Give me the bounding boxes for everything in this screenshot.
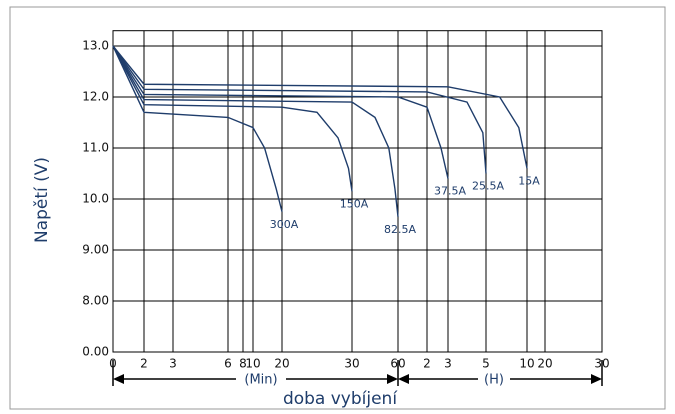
curve-label: 15A bbox=[518, 174, 540, 187]
y-tick-label: 13.0 bbox=[82, 39, 109, 53]
discharge-curve bbox=[112, 45, 283, 212]
curve-label: 300A bbox=[270, 218, 299, 231]
x-tick-label: 5 bbox=[482, 357, 490, 371]
x-tick-label: 20 bbox=[274, 357, 289, 371]
x-tick-label: 20 bbox=[537, 357, 552, 371]
discharge-curve bbox=[112, 45, 449, 179]
x-tick-label: 60 bbox=[390, 357, 405, 371]
discharge-curve bbox=[112, 45, 528, 169]
x-tick-label: 8 bbox=[239, 357, 247, 371]
x-tick-label: 2 bbox=[423, 357, 431, 371]
x-tick-label: 2 bbox=[140, 357, 148, 371]
x-tick-label: 10 bbox=[245, 357, 260, 371]
discharge-curve bbox=[112, 45, 399, 217]
x-tick-label: 3 bbox=[444, 357, 452, 371]
y-tick-label: 8.00 bbox=[82, 294, 109, 308]
curve-label: 37.5A bbox=[434, 185, 466, 198]
curve-label: 82.5A bbox=[384, 223, 416, 236]
curve-label: 25.5A bbox=[472, 180, 504, 193]
x-tick-label: 3 bbox=[169, 357, 177, 371]
x-tick-label: 6 bbox=[224, 357, 232, 371]
y-tick-label: 9.00 bbox=[82, 243, 109, 257]
curve-label: 150A bbox=[340, 197, 369, 210]
x-tick-label: 30 bbox=[344, 357, 359, 371]
discharge-curve bbox=[112, 45, 353, 192]
y-axis-title: Napětí (V) bbox=[32, 157, 52, 243]
discharge-curve bbox=[112, 45, 487, 174]
x-tick-label: 10 bbox=[519, 357, 534, 371]
y-tick-label: 12.0 bbox=[82, 90, 109, 104]
label-bg bbox=[478, 372, 510, 386]
y-tick-label: 0.00 bbox=[82, 345, 109, 359]
x-axis-title: doba vybíjení bbox=[283, 389, 398, 409]
hour-unit: (H) bbox=[484, 373, 504, 388]
plot-frame bbox=[112, 30, 603, 353]
x-tick-label: 0 bbox=[109, 357, 117, 371]
x-tick-label: 30 bbox=[594, 357, 609, 371]
outer-frame bbox=[9, 6, 666, 410]
label-bg bbox=[236, 372, 286, 386]
min-unit: (Min) bbox=[244, 373, 277, 388]
y-tick-label: 11.0 bbox=[82, 141, 109, 155]
y-tick-label: 10.0 bbox=[82, 192, 109, 206]
